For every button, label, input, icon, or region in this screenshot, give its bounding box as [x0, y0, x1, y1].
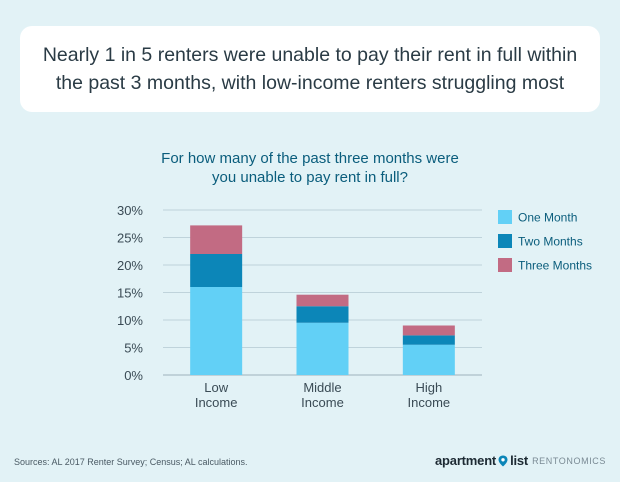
- headline: Nearly 1 in 5 renters were unable to pay…: [43, 41, 577, 97]
- x-category-label: Income: [195, 395, 238, 410]
- legend-label: Two Months: [518, 235, 583, 249]
- legend-label: Three Months: [518, 259, 592, 273]
- bar-segment-three-months: [296, 294, 349, 307]
- x-category-label: Income: [408, 395, 451, 410]
- legend-label: One Month: [518, 211, 577, 225]
- bar-segment-one-month: [190, 287, 243, 375]
- x-category-label: High: [415, 380, 442, 395]
- brand-name-apartment: apartment: [435, 453, 497, 468]
- y-tick-label: 15%: [117, 286, 143, 301]
- bar-segment-one-month: [402, 344, 455, 375]
- legend-swatch: [498, 258, 512, 272]
- brand-name-list: list: [510, 453, 529, 468]
- bar-segment-one-month: [296, 322, 349, 375]
- legend-swatch: [498, 234, 512, 248]
- stacked-bar-chart: For how many of the past three months we…: [117, 150, 592, 410]
- chart-title-line-2: you unable to pay rent in full?: [212, 169, 408, 186]
- brand-tagline: RENTONOMICS: [532, 455, 606, 466]
- chart-title-line-1: For how many of the past three months we…: [161, 150, 459, 167]
- location-pin-icon: [498, 455, 508, 466]
- brand-logo: apartment list RENTONOMICS: [435, 453, 606, 468]
- legend-swatch: [498, 210, 512, 224]
- headline-line-1: Nearly 1 in 5 renters were unable to pay…: [42, 44, 578, 66]
- headline-line-2: the past 3 months, with low-income rente…: [55, 72, 565, 94]
- bar-segment-two-months: [190, 254, 243, 287]
- bar-segment-three-months: [190, 225, 243, 254]
- y-tick-label: 25%: [117, 231, 143, 246]
- bar-segment-two-months: [402, 335, 455, 345]
- bar-segment-three-months: [402, 325, 455, 336]
- x-category-label: Income: [301, 395, 344, 410]
- x-category-label: Low: [204, 380, 228, 395]
- source-note: Sources: AL 2017 Renter Survey; Census; …: [14, 457, 248, 467]
- y-tick-label: 5%: [124, 341, 143, 356]
- y-tick-label: 10%: [117, 313, 143, 328]
- bar-segment-two-months: [296, 306, 349, 323]
- x-category-label: Middle: [303, 380, 341, 395]
- y-tick-label: 30%: [117, 203, 143, 218]
- headline-card: Nearly 1 in 5 renters were unable to pay…: [20, 26, 600, 112]
- y-tick-label: 20%: [117, 258, 143, 273]
- y-tick-label: 0%: [124, 368, 143, 383]
